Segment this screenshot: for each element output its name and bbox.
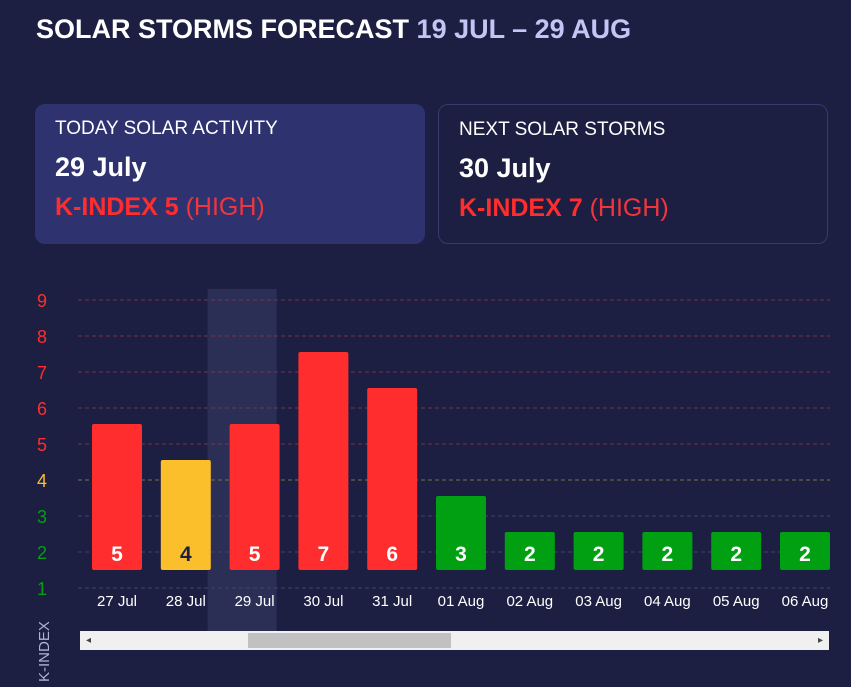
kindex-value: K-INDEX 7 [459,194,583,222]
card-date: 29 July [55,152,147,182]
x-tick-label: 29 Jul [235,593,275,610]
chart-clip [830,280,851,620]
kindex-value: K-INDEX 5 [55,193,179,221]
next-storms-card: NEXT SOLAR STORMS 30 July K-INDEX 7 (HIG… [438,104,828,244]
scroll-left-icon[interactable]: ◂ [86,635,92,646]
bar-value-label: 2 [662,543,674,566]
bar [229,424,280,570]
bar-value-label: 2 [799,543,811,566]
x-tick-label: 01 Aug [438,593,485,610]
y-tick-label: 5 [37,435,47,455]
x-tick-label: 28 Jul [166,593,206,610]
x-tick-label: 04 Aug [644,593,691,610]
kindex-level: (HIGH) [589,194,669,222]
x-tick-label: 31 Jul [372,593,412,610]
bar [160,460,211,570]
bar [573,532,624,570]
today-activity-card: TODAY SOLAR ACTIVITY 29 July K-INDEX 5 (… [35,104,425,244]
bar-value-label: 3 [455,543,467,566]
y-tick-label: 3 [37,507,47,527]
x-tick-label: 03 Aug [575,593,622,610]
y-tick-label: 6 [37,399,47,419]
bar [711,532,762,570]
bar [436,496,486,570]
card-label: NEXT SOLAR STORMS [459,119,666,140]
bar-value-label: 6 [386,543,398,566]
kindex-level: (HIGH) [185,193,265,221]
x-tick-label: 06 Aug [782,593,829,610]
bar [642,532,693,570]
y-axis-label: K-INDEX [36,621,53,682]
card-date: 30 July [459,153,551,183]
bar-value-label: 5 [111,543,123,566]
card-kindex: K-INDEX 7 (HIGH) [459,194,807,223]
bar-value-label: 2 [524,543,536,566]
y-tick-label: 8 [37,327,47,347]
x-tick-label: 30 Jul [303,593,343,610]
bar [504,532,555,570]
bar-value-label: 4 [180,543,192,566]
y-tick-label: 1 [37,579,47,599]
bar [298,352,349,570]
bar-value-label: 7 [318,543,330,566]
bar [780,532,830,570]
date-range: 19 JUL – 29 AUG [416,14,632,44]
y-tick-label: 4 [37,471,47,491]
bar [367,388,418,570]
bar-value-label: 5 [249,543,261,566]
y-tick-label: 7 [37,363,47,383]
y-tick-label: 9 [37,291,47,311]
scroll-thumb[interactable] [248,633,451,648]
page-title: SOLAR STORMS FORECAST 19 JUL – 29 AUG [36,14,631,45]
x-tick-label: 27 Jul [97,593,137,610]
bar [92,424,142,570]
bar-value-label: 2 [730,543,742,566]
x-tick-label: 05 Aug [713,593,760,610]
card-label: TODAY SOLAR ACTIVITY [55,118,278,139]
scroll-right-icon[interactable]: ▸ [817,635,823,646]
x-tick-label: 02 Aug [506,593,553,610]
bar-value-label: 2 [593,543,605,566]
title-text: SOLAR STORMS FORECAST [36,14,410,44]
chart-scrollbar[interactable]: ◂ ▸ [80,631,829,650]
card-kindex: K-INDEX 5 (HIGH) [55,193,405,222]
y-tick-label: 2 [37,543,47,563]
